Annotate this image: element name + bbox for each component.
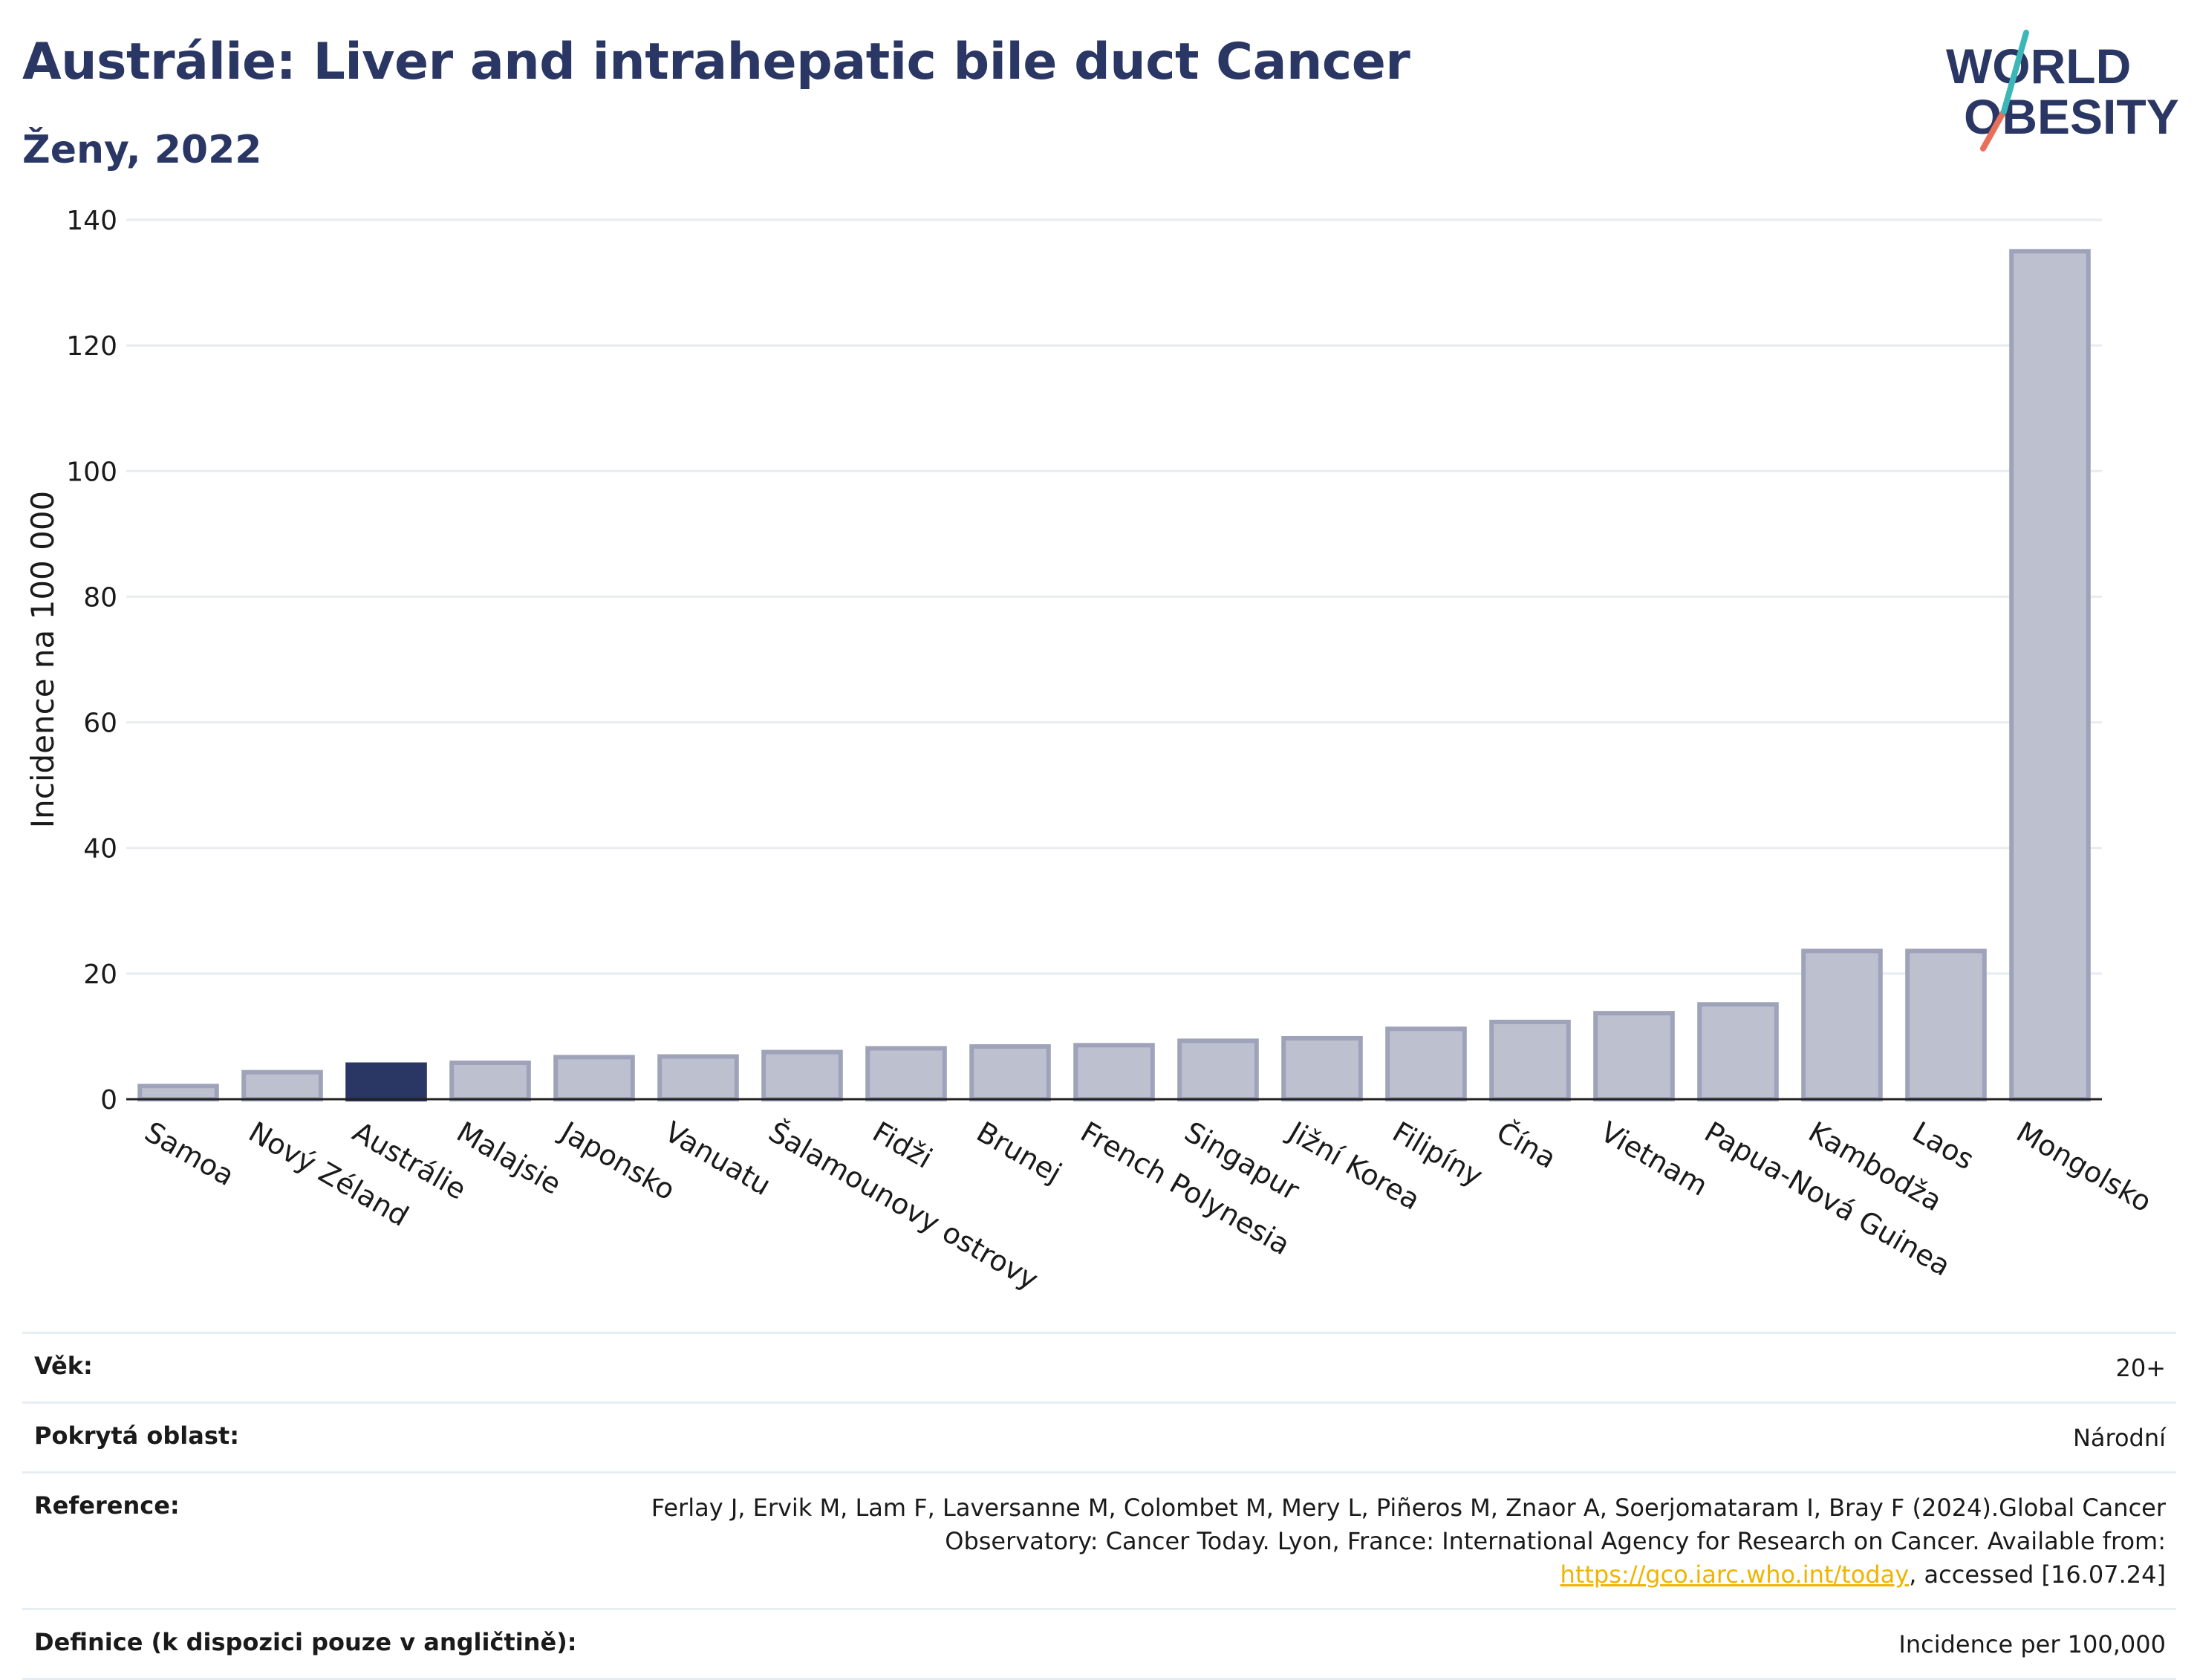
meta-key: Definice (k dispozici pouze v angličtině… (34, 1628, 577, 1656)
bar-17 (1905, 948, 1987, 1101)
x-tick-label: Vanuatu (660, 1116, 777, 1202)
meta-row-reference: Reference: Ferlay J, Ervik M, Lam F, Lav… (22, 1471, 2176, 1608)
logo-slash-teal (2001, 30, 2029, 114)
bar-15 (1697, 1002, 1779, 1101)
bar-13 (1489, 1019, 1571, 1102)
bar-3 (449, 1060, 531, 1102)
y-tick-label: 20 (83, 960, 117, 990)
y-tick-label: 40 (83, 834, 117, 865)
meta-value: Incidence per 100,000 (1898, 1630, 2166, 1658)
meta-key: Reference: (34, 1491, 180, 1520)
x-tick-label: Laos (1907, 1116, 1980, 1176)
bar-9 (1073, 1043, 1155, 1101)
meta-row-age: Věk: 20+ (22, 1332, 2176, 1401)
bar-chart: 0 20 40 60 80 100 120 140 Samoa Nový ZélandAustr… (25, 206, 2158, 1297)
meta-value: Národní (2072, 1424, 2166, 1452)
x-tick-label: Čína (1491, 1116, 1562, 1175)
grid-lines (126, 218, 2102, 975)
chart-title: Austrálie: Liver and intrahepatic bile d… (22, 33, 1410, 91)
x-tick-label: Fidži (868, 1116, 938, 1175)
bar-12 (1385, 1026, 1467, 1102)
chart-subtitle: Ženy, 2022 (22, 128, 262, 172)
bar-8 (969, 1044, 1051, 1101)
meta-row-coverage: Pokrytá oblast: Národní (22, 1401, 2176, 1471)
logo-line1: WORLD (1946, 39, 2131, 94)
world-obesity-logo: WORLD OBESITY (1946, 30, 2179, 152)
reference-accessed: , accessed [16.07.24] (1909, 1560, 2166, 1589)
y-tick-label: 120 (66, 331, 117, 362)
bar-11 (1281, 1035, 1363, 1101)
meta-value: Ferlay J, Ervik M, Lam F, Laversanne M, … (591, 1491, 2166, 1592)
y-axis-title: Incidence na 100 000 (25, 491, 61, 829)
bar-7 (865, 1046, 947, 1102)
meta-key: Pokrytá oblast: (34, 1422, 239, 1450)
x-tick-label: Brunej (971, 1116, 1067, 1190)
meta-row-definition: Definice (k dispozici pouze v angličtině… (22, 1608, 2176, 1680)
bar-2 (345, 1062, 427, 1102)
bar-4 (553, 1055, 635, 1102)
y-tick-label: 100 (66, 457, 117, 487)
x-tick-label: Vietnam (1595, 1116, 1713, 1202)
y-tick-label: 140 (66, 206, 117, 236)
bar-5 (657, 1054, 739, 1102)
reference-text: Ferlay J, Ervik M, Lam F, Laversanne M, … (651, 1494, 2166, 1555)
logo-slash-red (1980, 108, 2007, 152)
x-tick-label: Samoa (140, 1116, 240, 1193)
bar-14 (1593, 1011, 1675, 1101)
meta-key: Věk: (34, 1352, 93, 1380)
bar-6 (761, 1049, 843, 1101)
x-tick-label: Japonsko (554, 1115, 681, 1207)
bar-0 (137, 1084, 219, 1101)
bar-16 (1801, 948, 1883, 1101)
y-tick-label: 80 (83, 582, 117, 613)
bars (137, 249, 2091, 1102)
meta-value: 20+ (2115, 1354, 2166, 1382)
bar-18 (2009, 249, 2091, 1101)
metadata-table: Věk: 20+ Pokrytá oblast: Národní Referen… (22, 1332, 2176, 1680)
y-tick-label: 60 (83, 709, 117, 739)
x-tick-label: Mongolsko (2011, 1116, 2158, 1219)
reference-link[interactable]: https://gco.iarc.who.int/today (1560, 1560, 1910, 1589)
y-tick-label: 0 (100, 1085, 117, 1116)
x-axis-ticks: Samoa Nový ZélandAustrálieMalajsieJaponsk… (140, 1115, 2158, 1297)
bar-10 (1177, 1038, 1259, 1101)
bar-1 (241, 1069, 323, 1101)
x-tick-label: Malajsie (452, 1116, 567, 1201)
y-axis-ticks: 0 20 40 60 80 100 120 140 (66, 206, 117, 1116)
